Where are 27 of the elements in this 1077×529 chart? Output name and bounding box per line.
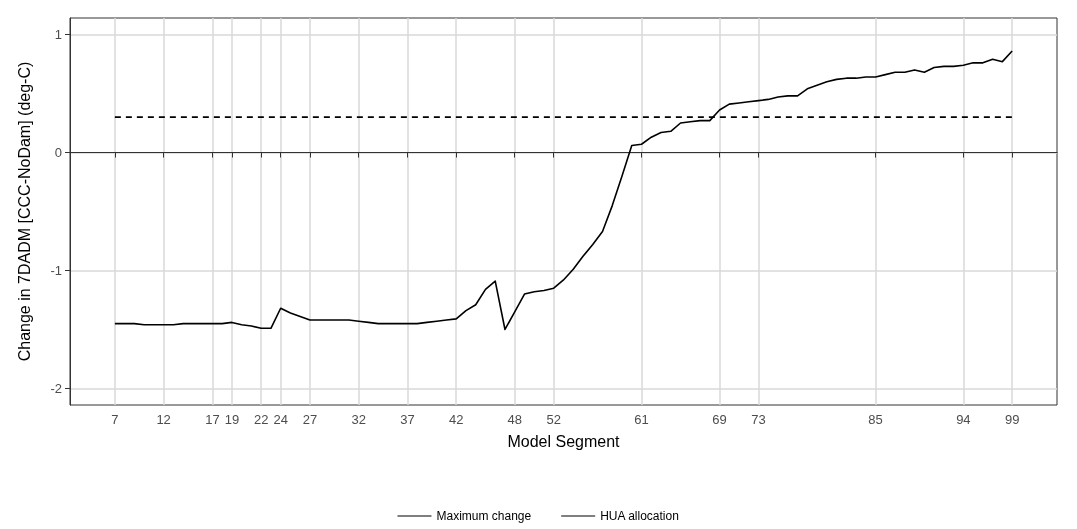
x-tick-label: 24 xyxy=(273,412,288,427)
x-tick-label: 69 xyxy=(712,412,727,427)
x-tick-label: 12 xyxy=(156,412,171,427)
x-tick-label: 73 xyxy=(751,412,766,427)
x-tick-label: 61 xyxy=(634,412,649,427)
x-tick-label: 22 xyxy=(253,412,269,427)
x-tick-label: 52 xyxy=(546,412,561,427)
x-tick-label: 32 xyxy=(351,412,366,427)
y-axis-title: Change in 7DADM [CCC-NoDam] (deg-C) xyxy=(15,61,33,362)
x-tick-label: 99 xyxy=(1004,412,1020,427)
legend-label: Maximum change xyxy=(436,509,532,523)
y-tick-label: 0 xyxy=(54,145,62,161)
x-tick-label: 48 xyxy=(507,412,522,427)
x-tick-label: 42 xyxy=(448,412,464,427)
line-series xyxy=(114,50,1013,331)
y-tick-label: -2 xyxy=(50,380,62,396)
x-tick-label: 17 xyxy=(205,412,220,427)
x-tick-label: 37 xyxy=(400,412,415,427)
x-tick-label: 27 xyxy=(302,412,318,427)
legend-label: HUA allocation xyxy=(600,509,679,523)
x-axis-title: Model Segment xyxy=(507,432,621,450)
x-tick-label: 85 xyxy=(868,412,883,427)
y-tick-label: -1 xyxy=(50,262,62,278)
x-tick-label: 19 xyxy=(224,412,240,427)
x-tick-label: 94 xyxy=(956,412,971,427)
y-tick-label: 1 xyxy=(54,27,62,43)
x-tick-label: 7 xyxy=(111,412,119,427)
